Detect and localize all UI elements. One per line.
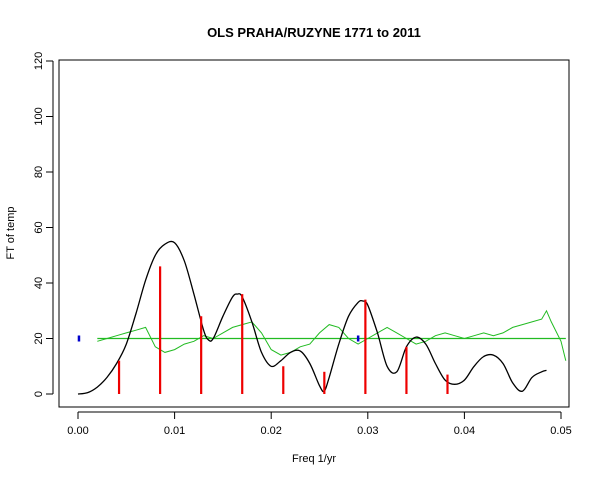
peaks-layer: [117, 266, 449, 394]
y-axis-label: FT of temp: [5, 207, 17, 260]
markers-layer: [77, 335, 360, 342]
y-tick-label: 40: [33, 277, 45, 289]
y-tick-label: 120: [33, 52, 45, 70]
x-axis: 0.00 0.01 0.02 0.03 0.04 0.05: [67, 411, 572, 437]
x-tick-label: 0.02: [260, 425, 281, 437]
y-tick-label: 0: [33, 391, 45, 397]
y-tick-label: 100: [33, 107, 45, 125]
x-tick-label: 0.00: [67, 425, 88, 437]
y-axis: 0 20 40 60 80 100 120: [33, 52, 54, 397]
chart-title: OLS PRAHA/RUZYNE 1771 to 2011: [207, 25, 421, 40]
x-tick-label: 0.05: [550, 425, 571, 437]
plot-frame: [58, 59, 570, 408]
noise-level-line: [97, 309, 567, 361]
y-tick-label: 80: [33, 166, 45, 178]
y-tick-label: 60: [33, 221, 45, 233]
x-axis-label: Freq 1/yr: [292, 453, 336, 465]
spectrum-line: [77, 240, 547, 395]
spectrum-layer: [77, 240, 547, 395]
x-tick-label: 0.01: [164, 425, 185, 437]
noise-layer: [97, 309, 567, 361]
x-tick-label: 0.04: [454, 425, 475, 437]
y-tick-label: 20: [33, 332, 45, 344]
x-tick-label: 0.03: [357, 425, 378, 437]
